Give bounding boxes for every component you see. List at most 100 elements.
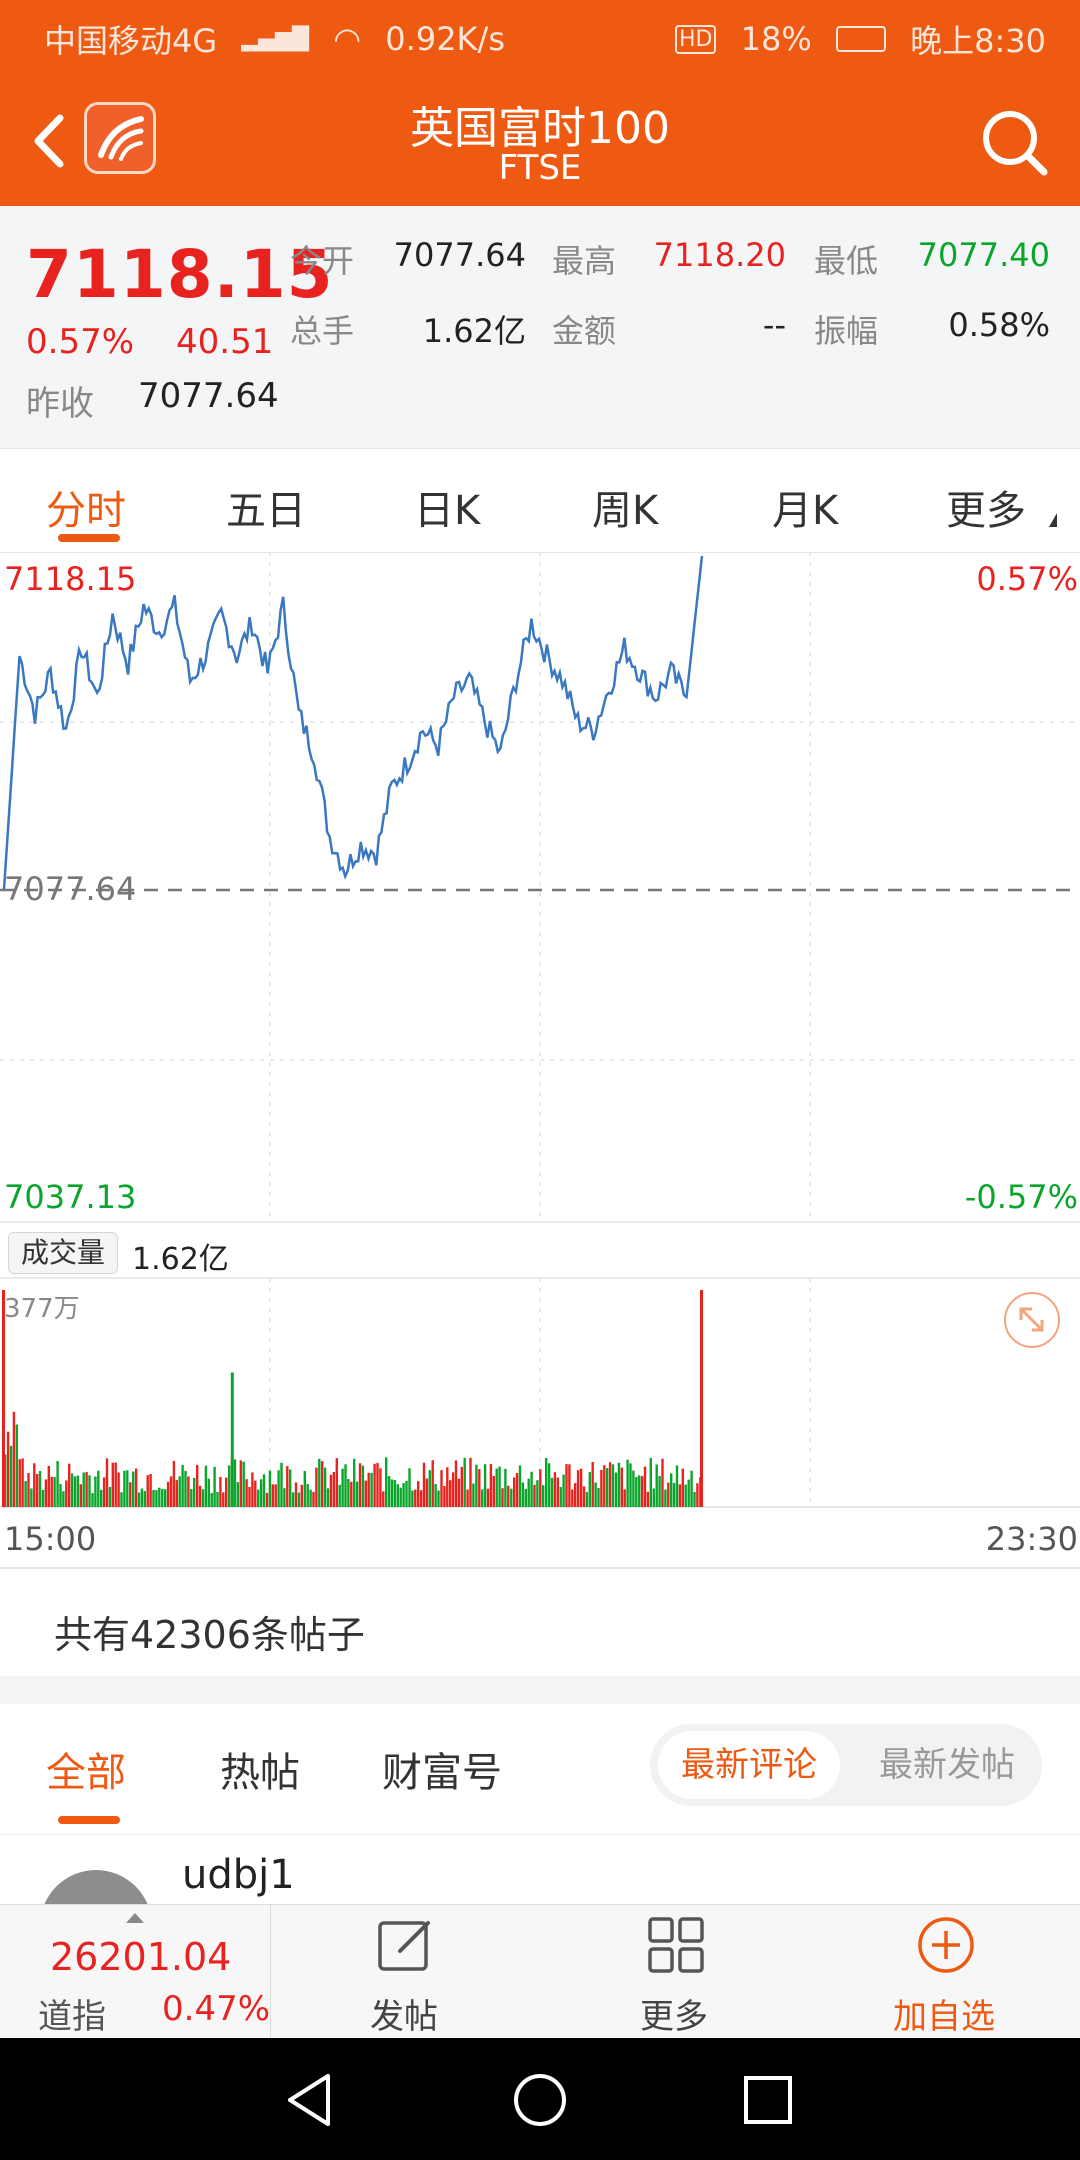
volume-bar [411,1490,414,1507]
amount-label: 金额 [552,312,617,350]
volume-bar [216,1492,219,1507]
volume-bar [161,1488,164,1507]
volume-bar [571,1489,574,1507]
volume-bar [68,1463,71,1507]
more-button[interactable]: 更多 [574,1905,774,2039]
volume-bar [175,1480,178,1507]
volume-bar [257,1489,260,1507]
expand-up-icon [126,1913,144,1923]
volume-bar [213,1466,216,1507]
search-icon [983,111,1048,176]
clock: 晚上8:30 [910,22,1046,60]
intraday-chart[interactable]: 7118.15 0.57% 7077.64 7037.13 -0.57% 成交量… [0,552,1080,1570]
volume-bar [422,1462,426,1507]
volume-bar [501,1488,504,1507]
tab-monthly-k[interactable]: 月K [772,488,839,534]
volume-bar [451,1472,455,1507]
axis-top-price: 7118.15 [4,560,137,598]
index-ticker[interactable]: 26201.04 道指 0.47% [0,1905,270,2039]
volume-bar [196,1464,199,1507]
avatar[interactable] [40,1870,152,1904]
volume-bar [478,1469,481,1507]
nav-back-button[interactable] [272,2062,352,2138]
volume-bar [361,1465,365,1507]
volume-bar [166,1481,170,1507]
volume-bar [594,1482,597,1507]
search-button[interactable] [976,104,1052,180]
logo-icon [98,116,144,161]
volume-bar [672,1482,676,1507]
volume-indicator-button[interactable]: 成交量 [8,1232,119,1274]
volume-bar [547,1463,551,1507]
volume-bar [259,1479,263,1507]
volume-label: 总手 [290,312,355,350]
tab-daily-k[interactable]: 日K [414,488,481,534]
sort-latest-post[interactable]: 最新发帖 [879,1745,1015,1785]
expand-chart-button[interactable] [1004,1292,1060,1348]
low-value: 7077.40 [917,236,1050,274]
back-button[interactable] [24,106,74,176]
volume-bar [309,1489,312,1507]
volume-bar [483,1464,487,1507]
volume-bar [149,1474,152,1507]
volume-bar [606,1468,609,1507]
volume-bar [4,1454,7,1507]
volume-bar [446,1467,449,1507]
volume-bar [670,1473,673,1507]
volume-bar [30,1488,33,1507]
volume-bar [15,1424,18,1507]
tab-intraday[interactable]: 分时 [46,488,126,534]
volume-bar [12,1411,16,1507]
volume-bar [408,1468,411,1507]
post-tabs: 全部 热帖 财富号 最新评论 最新发帖 [0,1704,1080,1835]
volume-bar [414,1489,417,1507]
volume-bar [402,1483,405,1507]
volume-bar [36,1474,39,1507]
volume-bar [481,1489,484,1507]
post-preview[interactable]: udbj1 [0,1834,1080,1904]
volume-bar [515,1473,519,1507]
posts-count[interactable]: 共有42306条帖子 [54,1613,365,1657]
volume-bar [579,1468,583,1507]
volume-bar [143,1491,146,1507]
volume-bar [373,1463,376,1507]
tab-weekly-k[interactable]: 周K [592,488,659,534]
volume-bar [382,1491,385,1507]
nav-home-button[interactable] [500,2062,580,2138]
volume-bar [364,1480,367,1507]
sort-toggle: 最新评论 最新发帖 [650,1724,1042,1806]
volume-bar [652,1488,655,1507]
post-username[interactable]: udbj1 [182,1852,295,1898]
volume-bar [530,1471,533,1507]
tab-five-day[interactable]: 五日 [226,488,306,534]
volume-bar [472,1483,475,1507]
volume-bar [33,1463,36,1507]
volume-bar [50,1476,53,1507]
axis-bottom-percent: -0.57% [964,1178,1078,1216]
post-tab-wealth[interactable]: 财富号 [382,1750,502,1796]
add-to-watchlist-button[interactable]: 加自选 [844,1905,1044,2039]
volume-bar [562,1474,565,1507]
change-value: 40.51 [176,322,274,362]
sort-latest-comment[interactable]: 最新评论 [658,1731,840,1799]
volume-bar [649,1457,652,1507]
back-arrow-icon [34,114,64,168]
volume-bar [568,1464,571,1507]
volume-bar [658,1476,661,1507]
volume-bar [262,1474,266,1507]
time-start-label: 15:00 [4,1520,97,1558]
volume-bar [550,1477,554,1507]
volume-bar [556,1477,559,1507]
volume-bar [344,1464,347,1507]
volume-bar [283,1488,286,1507]
tab-more[interactable]: 更多 [946,488,1026,534]
volume-bar [437,1490,440,1507]
post-tab-all[interactable]: 全部 [46,1750,126,1796]
volume-bar [265,1492,269,1507]
hd-icon: HD [675,24,717,54]
nav-recents-button[interactable] [728,2062,808,2138]
post-button[interactable]: 发帖 [304,1905,504,2039]
post-tab-hot[interactable]: 热帖 [220,1750,300,1796]
volume-bar [370,1472,373,1507]
volume-bar [542,1485,545,1507]
